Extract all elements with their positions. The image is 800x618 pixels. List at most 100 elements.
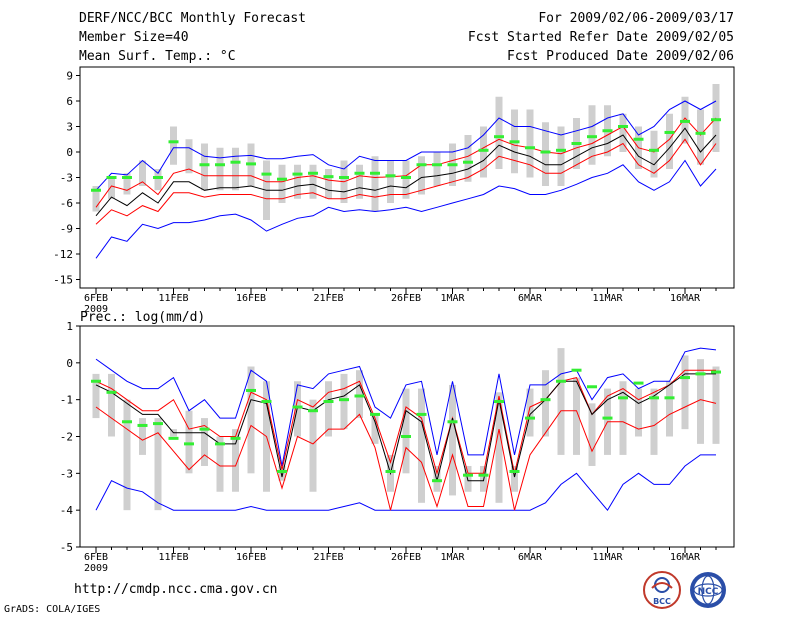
- observed-marker: [308, 171, 318, 175]
- x-tick-label: 16MAR: [670, 552, 701, 563]
- observed-marker: [478, 473, 489, 477]
- upper-spread-line: [95, 117, 717, 208]
- y-tick-label: -5: [60, 541, 73, 554]
- y-tick-label: -4: [60, 504, 74, 517]
- x-tick-label: 11FEB: [158, 552, 188, 563]
- footer-url[interactable]: http://cmdp.ncc.cma.gov.cn: [74, 582, 278, 597]
- observed-marker: [494, 400, 504, 404]
- observed-marker: [494, 135, 504, 139]
- observed-marker: [618, 125, 628, 128]
- panel-precipitation: 1 0 -1 -2 -3 -4 -5 6FEB 11FEB 16FEB 21FEB 26FEB 1MAR…: [60, 310, 735, 574]
- observed-marker: [292, 405, 303, 409]
- forecast-period: For 2009/02/06-2009/03/17: [538, 11, 734, 26]
- ensemble-box: [278, 465, 286, 481]
- observed-marker: [339, 176, 349, 179]
- observed-marker: [447, 163, 458, 167]
- min-line: [95, 159, 717, 259]
- ensemble-box: [247, 366, 255, 474]
- ensemble-box: [325, 381, 332, 437]
- ensemble-box: [371, 414, 379, 444]
- y-tick-label: 0: [66, 357, 73, 370]
- observed-marker: [416, 163, 427, 167]
- ensemble-box: [201, 418, 208, 466]
- observed-marker: [246, 388, 256, 392]
- observed-marker: [680, 376, 690, 380]
- y-tick-label: -9: [60, 223, 73, 236]
- ensemble-box: [433, 152, 441, 186]
- x-tick-label: 21FEB: [313, 552, 343, 563]
- y-tick-label: 3: [66, 121, 73, 134]
- ensemble-box: [108, 373, 115, 437]
- observed-marker: [664, 396, 675, 400]
- max-line: [95, 100, 717, 191]
- ensemble-box: [526, 109, 534, 178]
- observed-marker: [602, 129, 613, 133]
- ncc-logo: NCC: [690, 572, 726, 608]
- variable-label: Mean Surf. Temp.: °C: [79, 49, 236, 64]
- observed-marker: [137, 423, 148, 427]
- ensemble-box: [619, 381, 627, 455]
- ensemble-box: [681, 355, 689, 430]
- observed-marker: [91, 188, 101, 192]
- ensemble-box: [340, 373, 348, 430]
- observed-marker: [230, 160, 241, 164]
- ensemble-box: [619, 113, 627, 152]
- ensemble-box: [185, 410, 193, 474]
- observed-marker: [323, 400, 334, 404]
- observed-marker: [261, 400, 272, 404]
- lower-spread-line: [95, 399, 717, 511]
- ensemble-box: [573, 377, 580, 455]
- x-tick-label: 11MAR: [592, 552, 623, 563]
- observed-marker: [525, 416, 535, 420]
- observed-marker: [292, 172, 303, 176]
- ensemble-box: [154, 418, 162, 511]
- panel-title: Prec.: log(mm/d): [80, 310, 205, 325]
- observed-marker: [587, 385, 597, 389]
- observed-marker: [556, 379, 566, 383]
- observed-marker: [230, 436, 241, 440]
- observed-marker: [370, 412, 380, 416]
- observed-marker: [525, 146, 535, 150]
- observed-marker: [354, 394, 365, 398]
- ensemble-box: [588, 105, 596, 165]
- x-year-label: 2009: [84, 304, 108, 315]
- ensemble-box: [154, 169, 162, 191]
- observed-marker: [277, 177, 287, 181]
- ensemble-box: [325, 169, 332, 199]
- ensemble-mean-line: [95, 373, 716, 482]
- observed-marker: [463, 473, 473, 477]
- observed-marker: [339, 398, 349, 402]
- ensemble-box: [542, 370, 549, 437]
- ensemble-box: [123, 173, 131, 195]
- ensemble-mean-line: [95, 127, 717, 217]
- ensemble-box: [449, 384, 456, 496]
- observed-marker: [199, 163, 210, 167]
- observed-marker: [711, 118, 721, 122]
- x-tick-label: 6MAR: [518, 293, 543, 304]
- ensemble-box: [201, 143, 208, 191]
- observed-marker: [168, 436, 179, 440]
- x-tick-label: 26FEB: [391, 552, 421, 563]
- observed-marker: [695, 131, 706, 135]
- observed-marker: [91, 379, 101, 383]
- ensemble-box: [170, 126, 177, 165]
- ensemble-box: [356, 370, 363, 419]
- observed-marker: [432, 163, 442, 167]
- observed-marker: [680, 119, 690, 123]
- min-line: [95, 454, 716, 512]
- ensemble-box: [495, 392, 503, 503]
- observed-marker: [354, 171, 365, 175]
- observed-marker: [463, 160, 473, 164]
- y-tick-label: -2: [60, 431, 73, 444]
- observed-marker: [106, 390, 117, 394]
- y-tick-label: 6: [66, 95, 73, 108]
- observed-marker: [602, 416, 613, 420]
- observed-marker: [323, 175, 334, 179]
- y-tick-label: 9: [66, 70, 73, 83]
- ensemble-box: [635, 388, 642, 437]
- ensemble-box: [697, 109, 704, 165]
- ensemble-box: [526, 388, 534, 437]
- grads-credit: GrADS: COLA/IGES: [4, 604, 101, 615]
- observed-marker: [556, 148, 566, 152]
- y-tick-label: -3: [60, 172, 73, 185]
